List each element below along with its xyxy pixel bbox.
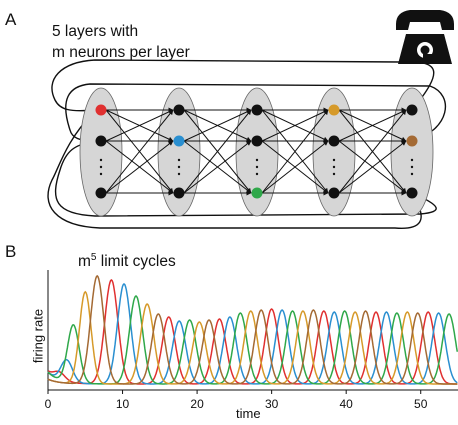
neuron [328, 135, 340, 147]
neuron [173, 135, 185, 147]
layer-1 [79, 87, 123, 217]
connection [338, 109, 407, 142]
ellipsis-dot [332, 165, 336, 169]
neuron [95, 187, 107, 199]
neuron [406, 104, 418, 116]
neuron [406, 187, 418, 199]
neuron [328, 104, 340, 116]
x-axis-label: time [236, 406, 261, 421]
panel-b-title-rest: limit cycles [96, 253, 176, 271]
neuron [328, 187, 340, 199]
x-tick-label: 40 [340, 397, 354, 411]
ellipsis-dot [332, 158, 336, 162]
feedback-loop [47, 111, 422, 229]
neuron [251, 187, 263, 199]
neuron [406, 135, 418, 147]
connection [105, 109, 174, 142]
neuron [173, 104, 185, 116]
panel-b-letter: B [5, 242, 17, 261]
ellipsis-dot [177, 172, 181, 176]
neuron [95, 104, 107, 116]
neuron [251, 135, 263, 147]
layer-4 [312, 87, 356, 217]
ellipsis-dot [332, 172, 336, 176]
panel-a-letter: A [5, 10, 17, 29]
connection [183, 140, 252, 194]
ellipsis-dot [255, 172, 259, 176]
panel-b-title-sup: 5 [90, 252, 97, 263]
panel-a-title-line1: 5 layers with [52, 23, 139, 40]
layer-5 [390, 87, 434, 217]
x-tick-label: 20 [190, 397, 204, 411]
panel-b-title-m: m [78, 253, 91, 271]
neuron [251, 104, 263, 116]
series-line [47, 283, 458, 385]
feedback-loop [51, 59, 435, 115]
connection [183, 109, 252, 142]
panel-a-title-line2: m neurons per layer [52, 44, 190, 61]
feedback-loop [54, 138, 437, 217]
neuron [95, 135, 107, 147]
ellipsis-dot [177, 158, 181, 162]
ellipsis-dot [99, 172, 103, 176]
connection [105, 140, 174, 194]
x-tick-label: 50 [414, 397, 428, 411]
connection [338, 140, 407, 194]
connection [183, 109, 252, 194]
panel-b-title: m5 limit cycles [78, 248, 176, 271]
connection [261, 109, 329, 142]
layer-3 [235, 87, 279, 217]
ellipsis-dot [255, 158, 259, 162]
connection [338, 109, 407, 194]
series-line [47, 290, 458, 385]
neuron [173, 187, 185, 199]
connection [261, 140, 329, 194]
ellipsis-dot [255, 165, 259, 169]
ellipsis-dot [410, 158, 414, 162]
series-line [47, 274, 458, 385]
connection [105, 109, 174, 194]
ellipsis-dot [410, 165, 414, 169]
x-tick-label: 10 [116, 397, 130, 411]
layer-2 [157, 87, 201, 217]
ellipsis-dot [99, 158, 103, 162]
ellipsis-dot [177, 165, 181, 169]
ellipsis-dot [99, 165, 103, 169]
connection [261, 109, 329, 194]
ellipsis-dot [410, 172, 414, 176]
x-tick-label: 30 [265, 397, 279, 411]
feedback-loop [65, 83, 446, 145]
series-line [47, 279, 458, 385]
x-tick-label: 0 [45, 397, 52, 411]
